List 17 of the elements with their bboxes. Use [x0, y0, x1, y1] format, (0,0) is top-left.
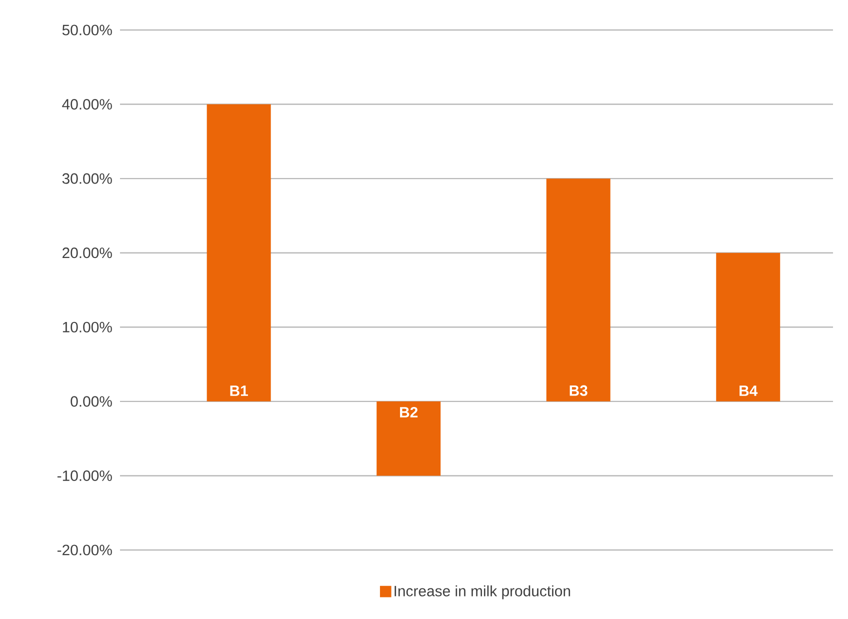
y-tick-label: 20.00% — [62, 248, 112, 258]
y-tick-label: 50.00% — [62, 24, 112, 36]
x-tick-label: B4 — [740, 386, 758, 396]
y-tick-label: 10.00% — [62, 322, 112, 332]
y-tick-label: 0.00% — [70, 396, 112, 407]
legend-label: Increase in milk production — [394, 585, 570, 600]
y-tick-label: 40.00% — [62, 98, 112, 110]
x-tick-label: B3 — [570, 385, 588, 396]
bar — [206, 104, 271, 402]
bar — [546, 178, 610, 402]
bar — [376, 401, 441, 476]
y-tick-label: 30.00% — [62, 173, 112, 184]
x-tick-label: B2 — [400, 406, 418, 418]
x-tick-label: B1 — [230, 386, 248, 396]
bar — [716, 252, 780, 402]
y-tick-label: -20.00% — [57, 544, 112, 556]
y-tick-label: -10.00% — [57, 470, 112, 481]
